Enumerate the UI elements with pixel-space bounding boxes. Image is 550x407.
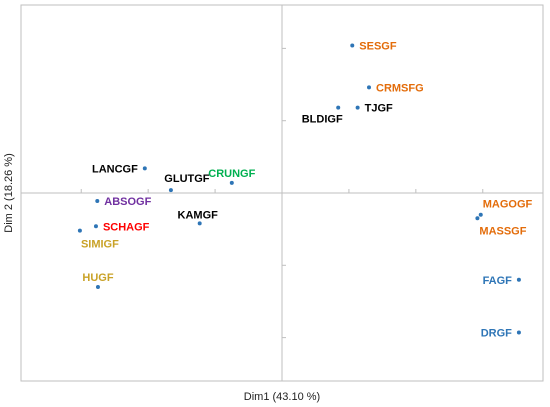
axes-layer [21, 5, 543, 381]
data-point-hugf [95, 285, 100, 289]
point-label-lancgf: LANCGF [92, 163, 138, 175]
point-label-crmsfg: CRMSFG [376, 82, 424, 94]
data-point-massgf [475, 216, 480, 221]
data-point-absogf [95, 198, 100, 203]
data-point-crungf [229, 180, 234, 185]
point-label-tjgf: TJGF [365, 103, 393, 115]
point-label-schagf: SCHAGF [103, 221, 150, 233]
data-point-crmsfg [367, 85, 371, 90]
data-point-bldigf [336, 105, 341, 110]
point-label-massgf: MASSGF [479, 225, 526, 237]
data-point-lancgf [142, 166, 147, 171]
y-axis-title: Dim 2 (18.26 %) [3, 153, 15, 232]
data-point-drgf [516, 330, 521, 335]
point-label-sesgf: SESGF [359, 40, 397, 52]
data-point-sesgf [350, 43, 355, 48]
point-label-kamgf: KAMGF [178, 209, 219, 221]
point-label-crungf: CRUNGF [208, 168, 255, 180]
point-label-glutgf: GLUTGF [164, 173, 209, 185]
data-point-schagf [93, 224, 98, 229]
point-label-simigf: SIMIGF [81, 239, 119, 251]
point-label-hugf: HUGF [82, 272, 113, 284]
data-point-magogf [478, 212, 483, 217]
data-point-glutgf [168, 188, 173, 193]
point-label-drgf: DRGF [481, 328, 512, 340]
point-label-magogf: MAGOGF [483, 199, 533, 211]
data-point-kamgf [197, 221, 202, 226]
point-label-fagf: FAGF [483, 275, 513, 287]
data-point-tjgf [355, 105, 360, 110]
point-label-absogf: ABSOGF [104, 196, 151, 208]
data-point-fagf [516, 277, 521, 282]
data-point-simigf [77, 228, 82, 233]
x-axis-title: Dim1 (43.10 %) [244, 391, 320, 403]
point-label-bldigf: BLDIGF [302, 114, 343, 126]
